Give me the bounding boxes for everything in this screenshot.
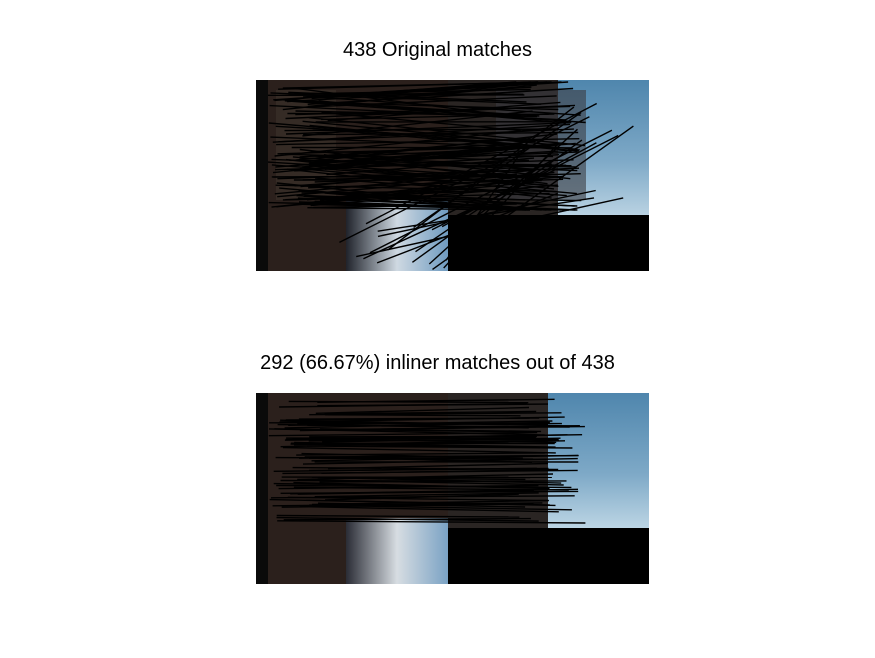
match-line <box>279 402 528 408</box>
match-line <box>324 493 519 501</box>
match-line <box>309 412 562 416</box>
match-line <box>303 131 579 136</box>
match-line <box>411 139 583 263</box>
match-line <box>284 421 550 429</box>
match-line <box>311 81 569 100</box>
original-matches-image <box>256 80 649 271</box>
match-line <box>315 406 530 414</box>
match-line <box>282 446 556 454</box>
match-line <box>282 81 552 89</box>
match-line <box>298 417 540 420</box>
match-line <box>276 182 542 211</box>
match-line <box>277 145 551 155</box>
match-line <box>319 480 567 483</box>
match-line <box>304 454 579 458</box>
match-line <box>324 410 537 415</box>
match-line <box>413 111 582 228</box>
match-line <box>271 164 559 187</box>
match-line <box>363 169 555 260</box>
match-line <box>309 155 543 167</box>
match-line <box>431 134 619 231</box>
match-line <box>356 197 624 258</box>
match-line <box>307 87 574 105</box>
match-line <box>339 116 590 244</box>
match-line <box>288 420 553 426</box>
match-line <box>317 502 526 508</box>
match-line <box>270 92 542 105</box>
match-line <box>377 189 596 238</box>
original-matches-title: 438 Original matches <box>343 39 532 61</box>
match-line <box>323 154 548 185</box>
match-line <box>275 125 536 143</box>
match-line <box>290 443 548 449</box>
match-line <box>377 197 595 232</box>
match-line <box>276 516 539 522</box>
inlier-matches-image <box>256 393 649 584</box>
match-line <box>280 490 579 494</box>
match-line <box>274 81 517 102</box>
match-line <box>277 520 586 524</box>
match-line <box>432 125 634 270</box>
inlier-matches-title: 292 (66.67%) inliner matches out of 438 <box>260 352 615 374</box>
match-line <box>321 113 555 121</box>
match-line <box>288 400 529 404</box>
match-line <box>324 139 538 170</box>
match-line <box>274 428 527 433</box>
match-line <box>301 149 526 168</box>
match-line <box>280 440 566 448</box>
match-line <box>365 102 598 225</box>
match-line <box>415 168 538 253</box>
match-line <box>318 100 552 123</box>
match-line <box>314 492 539 498</box>
match-line <box>309 504 572 511</box>
match-line <box>284 128 559 132</box>
match-line <box>273 467 537 472</box>
match-line <box>321 469 541 474</box>
match-line <box>275 456 534 460</box>
match-line <box>276 514 520 518</box>
match-line <box>315 177 567 197</box>
match-line <box>288 88 531 95</box>
match-line <box>273 482 546 489</box>
match-line <box>299 505 559 513</box>
